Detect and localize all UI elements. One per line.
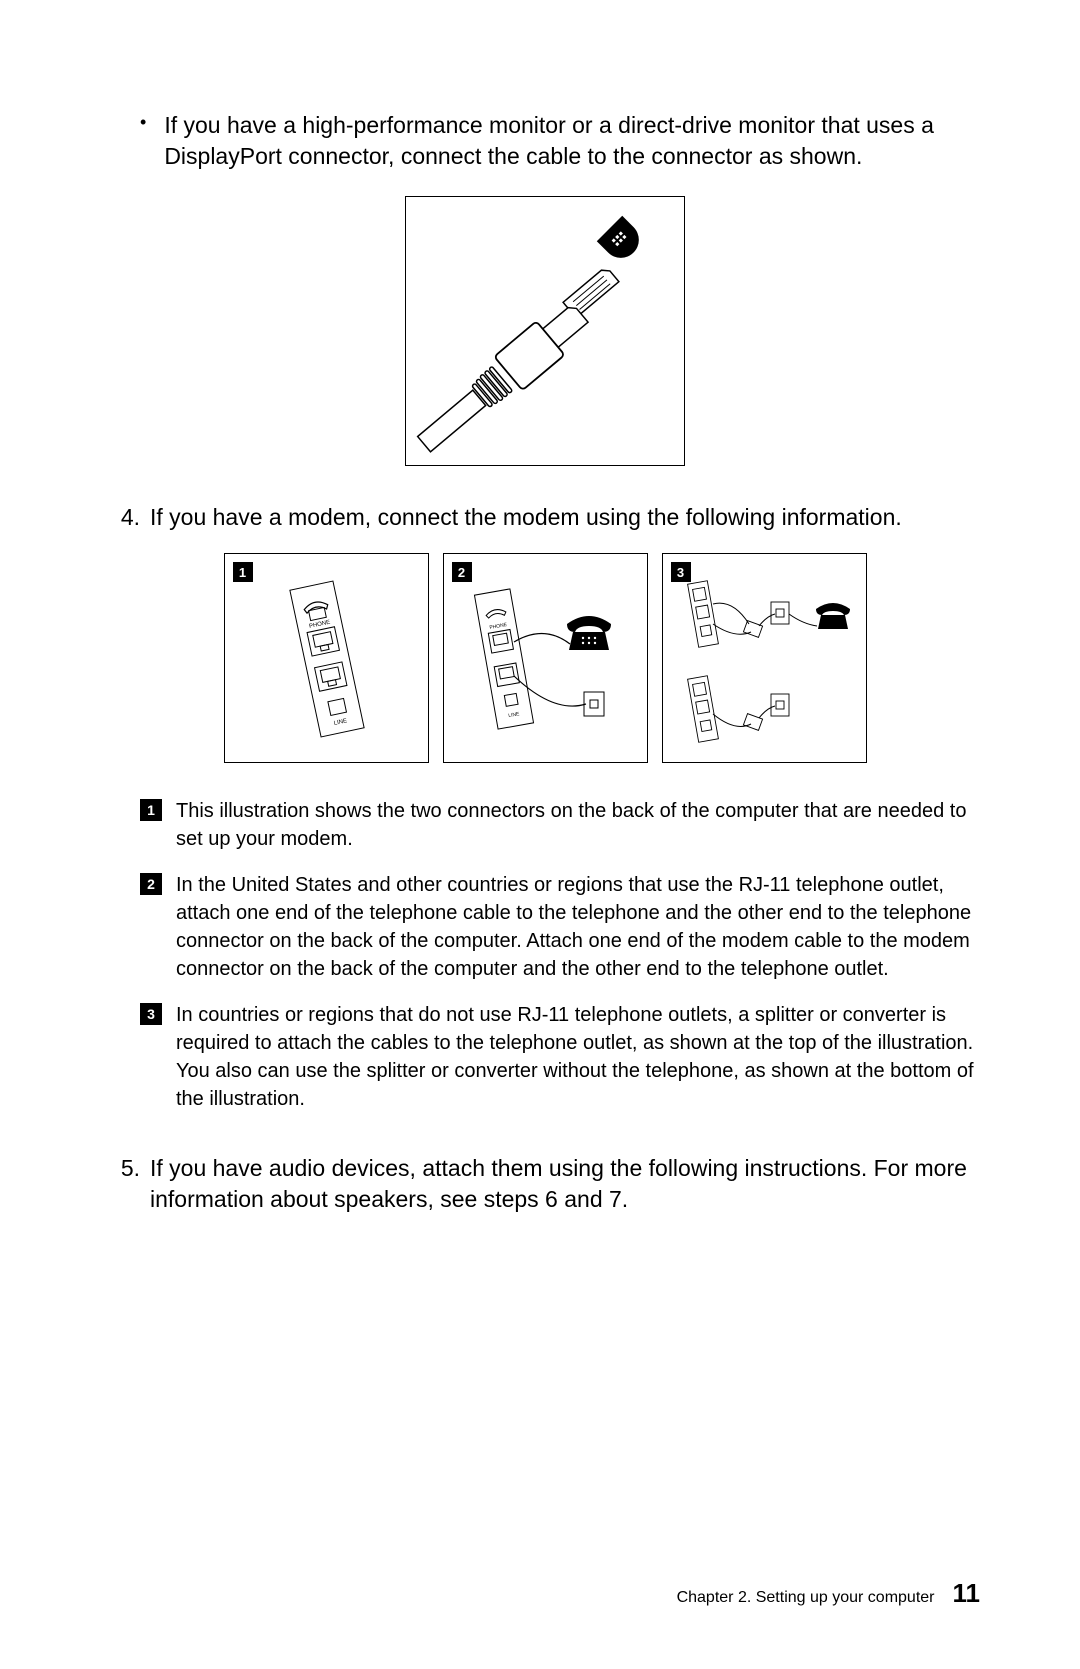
- legend-text-2: In the United States and other countries…: [176, 871, 980, 983]
- page-footer: Chapter 2. Setting up your computer 11: [677, 1578, 980, 1609]
- step-4-text: If you have a modem, connect the modem u…: [150, 502, 902, 533]
- legend-item-1: 1 This illustration shows the two connec…: [140, 797, 980, 853]
- modem-panel-1: 1 PHONE LINE: [224, 553, 429, 763]
- displayport-svg: [406, 197, 686, 467]
- step-5-num: 5.: [110, 1153, 140, 1215]
- legend-badge-1: 1: [140, 799, 162, 821]
- legend-badge-2: 2: [140, 873, 162, 895]
- legend: 1 This illustration shows the two connec…: [140, 797, 980, 1113]
- legend-text-3: In countries or regions that do not use …: [176, 1001, 980, 1113]
- panel-3-badge: 3: [671, 562, 691, 582]
- legend-badge-3: 3: [140, 1003, 162, 1025]
- legend-item-3: 3 In countries or regions that do not us…: [140, 1001, 980, 1113]
- figure-displayport: [405, 196, 685, 466]
- legend-text-1: This illustration shows the two connecto…: [176, 797, 980, 853]
- bullet-marker: •: [140, 110, 146, 172]
- step-5-text: If you have audio devices, attach them u…: [150, 1153, 980, 1215]
- panel-1-svg: PHONE LINE: [225, 554, 430, 764]
- footer-chapter: Chapter 2. Setting up your computer: [677, 1589, 935, 1607]
- panel-3-svg: [663, 554, 868, 764]
- modem-panel-2: 2 PHONE LINE: [443, 553, 648, 763]
- step-4-num: 4.: [110, 502, 140, 533]
- bullet-text: If you have a high-performance monitor o…: [164, 110, 980, 172]
- panel-1-badge: 1: [233, 562, 253, 582]
- step-5: 5. If you have audio devices, attach the…: [110, 1153, 980, 1215]
- modem-panel-3: 3: [662, 553, 867, 763]
- bullet-displayport: • If you have a high-performance monitor…: [140, 110, 980, 172]
- panel-2-badge: 2: [452, 562, 472, 582]
- panel-2-svg: PHONE LINE: [444, 554, 649, 764]
- modem-panels: 1 PHONE LINE: [110, 553, 980, 763]
- step-4: 4. If you have a modem, connect the mode…: [110, 502, 980, 533]
- footer-page-number: 11: [953, 1578, 981, 1609]
- legend-item-2: 2 In the United States and other countri…: [140, 871, 980, 983]
